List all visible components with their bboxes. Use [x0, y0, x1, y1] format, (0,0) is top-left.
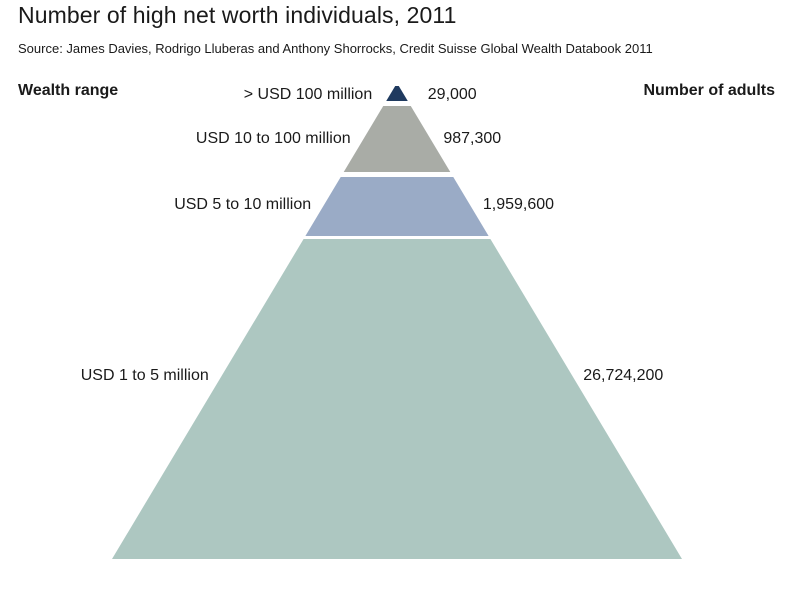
- tier-category-label: > USD 100 million: [244, 86, 373, 103]
- wealth-range-header: Wealth range: [18, 82, 119, 99]
- number-of-adults-header: Number of adults: [643, 82, 775, 99]
- tier-value-label: 1,959,600: [483, 196, 554, 213]
- tier-category-label: USD 1 to 5 million: [81, 367, 209, 384]
- tier-category-label: USD 10 to 100 million: [196, 130, 351, 147]
- tier-value-label: 26,724,200: [583, 367, 663, 384]
- pyramid-tier-2: [343, 106, 451, 172]
- pyramid-tier-4: [112, 239, 682, 559]
- tier-value-label: 987,300: [443, 130, 501, 147]
- chart-title: Number of high net worth individuals, 20…: [18, 2, 457, 28]
- chart-subtitle: Source: James Davies, Rodrigo Lluberas a…: [18, 41, 653, 56]
- pyramid-tier-3: [305, 177, 489, 236]
- pyramid-tier-1: [386, 86, 408, 101]
- tier-value-label: 29,000: [428, 86, 477, 103]
- tier-category-label: USD 5 to 10 million: [174, 196, 311, 213]
